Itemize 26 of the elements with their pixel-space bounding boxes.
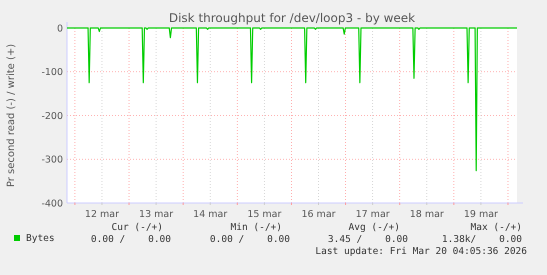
x-tick-label: 18 mar bbox=[410, 209, 444, 220]
text: 1.38k/ 0.00 bbox=[442, 234, 522, 245]
text: Avg (-/+) bbox=[348, 222, 400, 233]
text: 0.00 / 0.00 bbox=[90, 234, 172, 245]
y-tick-label: -300 bbox=[41, 154, 63, 166]
y-tick-label: 0 bbox=[56, 23, 63, 34]
text: 0.00 / 0.00 bbox=[210, 234, 290, 245]
y-tick-label: -100 bbox=[41, 67, 63, 78]
text: Cur (-/+) bbox=[112, 222, 163, 233]
chart-title: Disk throughput for /dev/loop3 - by week bbox=[168, 11, 416, 25]
x-tick-label: 14 mar bbox=[193, 209, 228, 220]
line-series bbox=[66, 27, 518, 172]
text: Min (-/+) bbox=[230, 222, 282, 233]
y-tick-label: -400 bbox=[41, 198, 63, 210]
text: Last update: Fri Mar 20 04:05:36 2026 bbox=[315, 246, 528, 257]
legend-label: Bytes bbox=[26, 233, 55, 244]
y-axis-title: Pr second read (-) / write (+) bbox=[6, 44, 17, 188]
x-tick-label: 15 mar bbox=[247, 209, 282, 220]
x-tick-label: 13 mar bbox=[139, 209, 174, 220]
text: 3.45 / 0.00 bbox=[328, 234, 408, 245]
x-tick-label: 19 mar bbox=[464, 209, 498, 220]
x-tick-label: 16 mar bbox=[301, 209, 336, 220]
y-tick-label: -200 bbox=[41, 110, 63, 122]
text: Max (-/+) bbox=[470, 222, 522, 233]
x-tick-label: 17 mar bbox=[356, 209, 390, 220]
x-tick-label: 12 mar bbox=[84, 209, 120, 220]
